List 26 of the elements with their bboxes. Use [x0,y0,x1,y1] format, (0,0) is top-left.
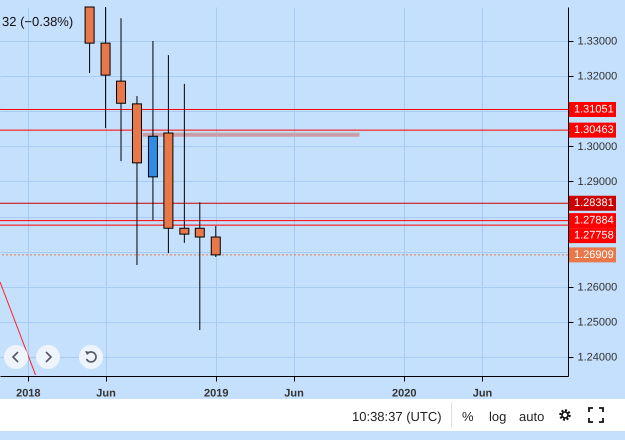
text: % [462,409,474,424]
ref-line-label: 1.26909 [574,248,614,261]
ref-line-label: 1.28381 [574,197,614,210]
ref-line-label: 1.30463 [574,124,614,136]
candlestick [179,83,190,244]
legend-label: 1.27758 [574,230,614,242]
y-tick-label: 1.32000 [578,70,618,83]
y-tick-label: 1.25000 [578,316,618,328]
y-tick-label: 1.24000 [578,352,618,364]
x-tick-label: Jun [284,388,304,400]
annotation: 32 (−0.38%) [2,14,74,29]
x-tick-label: 2020 [392,388,416,400]
x-tick-label: Jun [96,388,116,400]
x-tick-label: 2019 [204,388,229,400]
text: auto [519,409,544,424]
y-tick-label: 1.30000 [578,140,618,153]
text: log [489,409,506,424]
y-tick-label: 1.26000 [578,281,618,294]
ref-line-label: 1.31051 [574,103,614,116]
x-tick-label: Jun [472,388,493,400]
candlestick [116,18,126,162]
y-tick-label: 1.33000 [578,36,618,48]
y-tick-label: 1.29000 [578,176,618,188]
x-tick-label: 2018 [16,388,41,400]
text: 10:38:37 (UTC) [352,409,442,424]
ref-line-label: 1.27884 [574,214,614,227]
